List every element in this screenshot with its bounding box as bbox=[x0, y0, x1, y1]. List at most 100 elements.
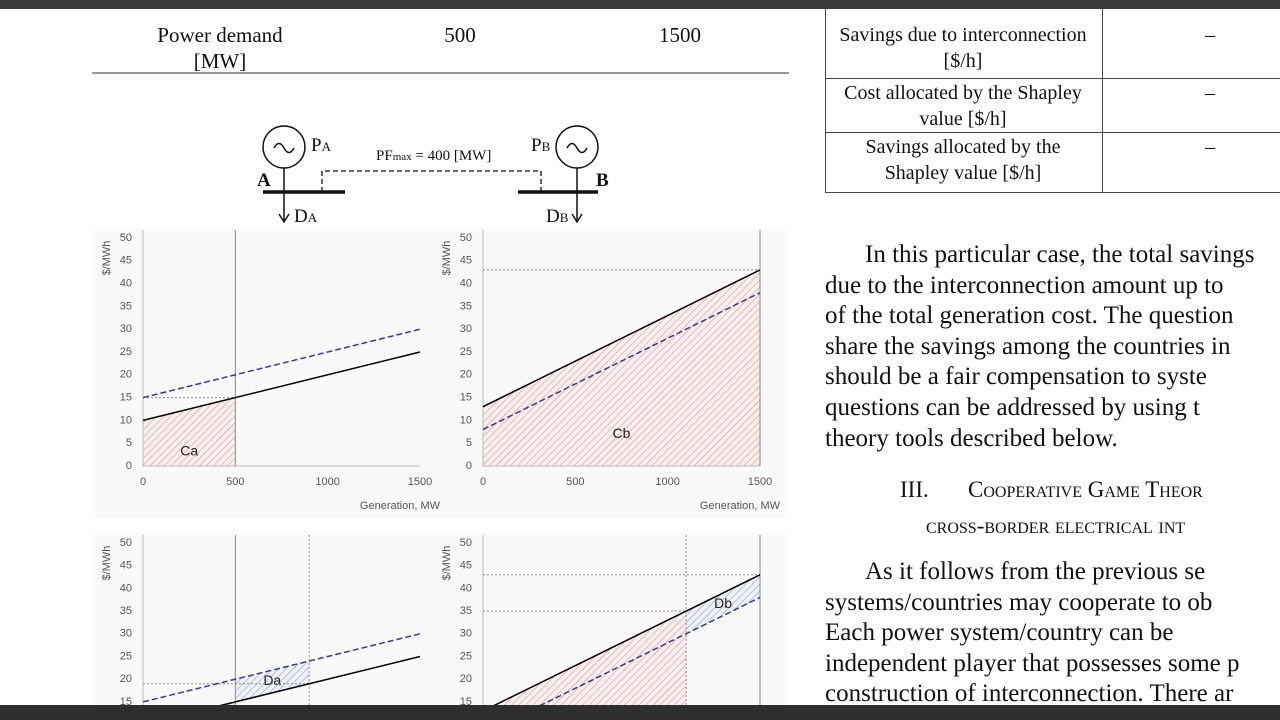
table-cell: Savings allocated by the Shapley value [… bbox=[865, 136, 1061, 184]
generator-symbol bbox=[273, 142, 295, 154]
y-tick-label: 20 bbox=[460, 369, 472, 381]
y-tick-label: 45 bbox=[460, 255, 472, 267]
y-tick-label: 15 bbox=[460, 392, 472, 404]
text-line: construction of interconnection. There a… bbox=[825, 680, 1234, 708]
table-cell: – bbox=[1205, 24, 1215, 46]
label: = 400 [MW] bbox=[415, 148, 492, 164]
text-line: Each power system/country can be bbox=[825, 619, 1174, 647]
y-tick-label: 35 bbox=[120, 300, 132, 312]
table-column-rule bbox=[1102, 9, 1103, 192]
text-line: due to the interconnection amount up to bbox=[825, 271, 1224, 299]
text-line: of the total generation cost. The questi… bbox=[825, 302, 1234, 330]
y-tick-label: 15 bbox=[120, 696, 132, 708]
label: P bbox=[531, 135, 542, 156]
y-tick-label: 20 bbox=[120, 369, 132, 381]
series-line bbox=[509, 596, 761, 720]
y-tick-label: 20 bbox=[460, 673, 472, 685]
y-axis-title: $/MWh bbox=[101, 546, 113, 581]
label: P bbox=[311, 135, 322, 156]
x-tick-label: 0 bbox=[140, 476, 146, 488]
y-tick-label: 25 bbox=[120, 650, 132, 662]
text-line: independent player that possesses some p bbox=[825, 649, 1240, 677]
y-tick-label: 25 bbox=[460, 650, 472, 662]
heading-number: III. bbox=[900, 477, 929, 502]
series-line bbox=[482, 269, 761, 408]
diagram-label: PFmax = 400 [MW] bbox=[376, 148, 491, 165]
series-line bbox=[142, 328, 421, 399]
table-cell: – bbox=[1205, 82, 1215, 104]
y-tick-label: 10 bbox=[460, 414, 472, 426]
x-tick-label: 1000 bbox=[655, 476, 679, 488]
node-label: A bbox=[257, 170, 271, 191]
ruler bbox=[0, 0, 1280, 9]
y-tick-label: 25 bbox=[120, 346, 132, 358]
y-axis-title: $/MWh bbox=[101, 241, 113, 276]
subscript: B bbox=[541, 139, 551, 154]
x-tick-label: 0 bbox=[480, 476, 486, 488]
diagram-label: DA bbox=[294, 206, 317, 228]
y-axis-title: $/MWh bbox=[441, 546, 453, 581]
table-cell: 1500 bbox=[659, 23, 701, 47]
y-tick-label: 40 bbox=[460, 582, 472, 594]
y-tick-label: 50 bbox=[460, 537, 472, 549]
hatched-area bbox=[686, 574, 760, 634]
series-line bbox=[482, 574, 761, 712]
series-line bbox=[142, 351, 421, 422]
y-tick-label: 45 bbox=[120, 255, 132, 267]
series-line bbox=[142, 633, 421, 703]
area-label: Db bbox=[714, 595, 732, 611]
text-line: theory tools described below. bbox=[825, 424, 1118, 452]
load-arrow bbox=[278, 213, 290, 224]
table-cell: – bbox=[1205, 136, 1215, 158]
y-tick-label: 45 bbox=[460, 560, 472, 572]
y-tick-label: 40 bbox=[460, 278, 472, 290]
area-label: Da bbox=[263, 672, 281, 688]
x-tick-label: 1500 bbox=[748, 476, 772, 488]
text-line: In this particular case, the total savin… bbox=[865, 241, 1255, 268]
y-tick-label: 5 bbox=[126, 437, 132, 449]
heading: Cooperative Game Theor bbox=[968, 477, 1203, 502]
subscript: A bbox=[321, 139, 331, 154]
y-tick-label: 40 bbox=[120, 582, 132, 594]
y-tick-label: 5 bbox=[466, 437, 472, 449]
y-tick-label: 30 bbox=[120, 323, 132, 335]
table-cell: Power demand [MW] bbox=[157, 23, 283, 73]
hatched-area bbox=[483, 269, 760, 466]
table-cell: Savings due to interconnection [$/h] bbox=[839, 24, 1087, 72]
table bbox=[825, 9, 1280, 193]
node-label: B bbox=[596, 170, 609, 191]
y-tick-label: 0 bbox=[466, 460, 472, 472]
y-tick-label: 40 bbox=[120, 278, 132, 290]
text-line: As it follows from the previous se bbox=[865, 558, 1206, 585]
hatched-area bbox=[235, 661, 310, 702]
y-axis-title: $/MWh bbox=[441, 241, 453, 276]
text-line: systems/countries may cooperate to ob bbox=[825, 588, 1213, 616]
series-line bbox=[482, 292, 761, 431]
table-row-rule bbox=[825, 132, 1280, 133]
table-cell: Cost allocated by the Shapley value [$/h… bbox=[844, 82, 1082, 130]
y-tick-label: 15 bbox=[120, 392, 132, 404]
y-tick-label: 30 bbox=[120, 628, 132, 640]
text-line: should be a fair compensation to syste bbox=[825, 363, 1207, 391]
y-tick-label: 20 bbox=[120, 673, 132, 685]
hatched-area bbox=[483, 611, 687, 720]
x-axis-title: Generation, MW bbox=[700, 500, 781, 512]
y-tick-label: 50 bbox=[120, 232, 132, 244]
area-label: Cb bbox=[613, 425, 631, 441]
text-line: questions can be addressed by using t bbox=[825, 394, 1200, 421]
load-arrow bbox=[571, 213, 583, 224]
label: D bbox=[546, 206, 560, 227]
y-tick-label: 35 bbox=[460, 300, 472, 312]
x-tick-label: 500 bbox=[226, 476, 244, 488]
status-bar bbox=[0, 705, 1280, 720]
interconnection bbox=[321, 170, 542, 192]
label: PF bbox=[376, 148, 393, 164]
x-tick-label: 1000 bbox=[315, 476, 339, 488]
subscript: B bbox=[559, 210, 569, 225]
y-tick-label: 30 bbox=[460, 323, 472, 335]
generator-symbol bbox=[566, 142, 588, 154]
y-tick-label: 0 bbox=[126, 460, 132, 472]
heading: cross-border electrical int bbox=[926, 513, 1186, 538]
